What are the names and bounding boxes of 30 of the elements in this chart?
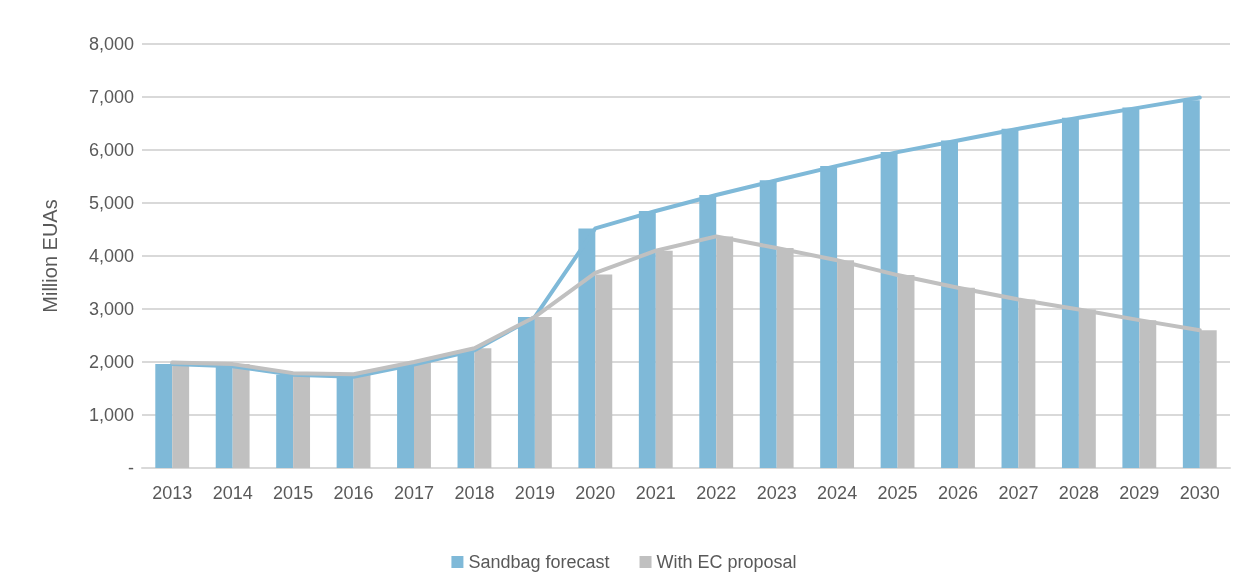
y-tick-label: 6,000: [88, 140, 134, 160]
x-tick-label: 2021: [635, 483, 676, 503]
legend-label: Sandbag forecast: [468, 552, 610, 572]
legend-label: With EC proposal: [656, 552, 797, 572]
x-tick-label: 2024: [817, 483, 858, 503]
x-tick-label: 2028: [1058, 483, 1099, 503]
x-tick-label: 2019: [514, 483, 555, 503]
x-tick-label: 2013: [152, 483, 193, 503]
x-tick-label: 2020: [575, 483, 616, 503]
x-tick-label: 2018: [454, 483, 495, 503]
x-tick-label: 2015: [273, 483, 314, 503]
x-tick-label: 2017: [393, 483, 435, 503]
x-tick-label: 2026: [937, 483, 979, 503]
y-tick-label: 5,000: [88, 193, 134, 213]
x-tick-label: 2023: [756, 483, 797, 503]
y-tick-label: 1,000: [88, 405, 134, 425]
x-tick-label: 2025: [877, 483, 918, 503]
x-tick-label: 2029: [1119, 483, 1160, 503]
y-tick-label: 2,000: [88, 352, 134, 372]
x-tick-label: 2016: [333, 483, 374, 503]
x-tick-label: 2030: [1179, 483, 1220, 503]
y-tick-label: 4,000: [88, 246, 134, 266]
y-tick-label: 3,000: [88, 299, 134, 319]
y-tick-label: 7,000: [88, 87, 134, 107]
y-tick-label: 8,000: [88, 34, 134, 54]
y-axis-title: Million EUAs: [39, 199, 61, 313]
x-tick-label: 2022: [696, 483, 737, 503]
y-tick-label: -: [128, 458, 134, 478]
x-tick-label: 2014: [212, 483, 253, 503]
x-tick-label: 2027: [998, 483, 1039, 503]
